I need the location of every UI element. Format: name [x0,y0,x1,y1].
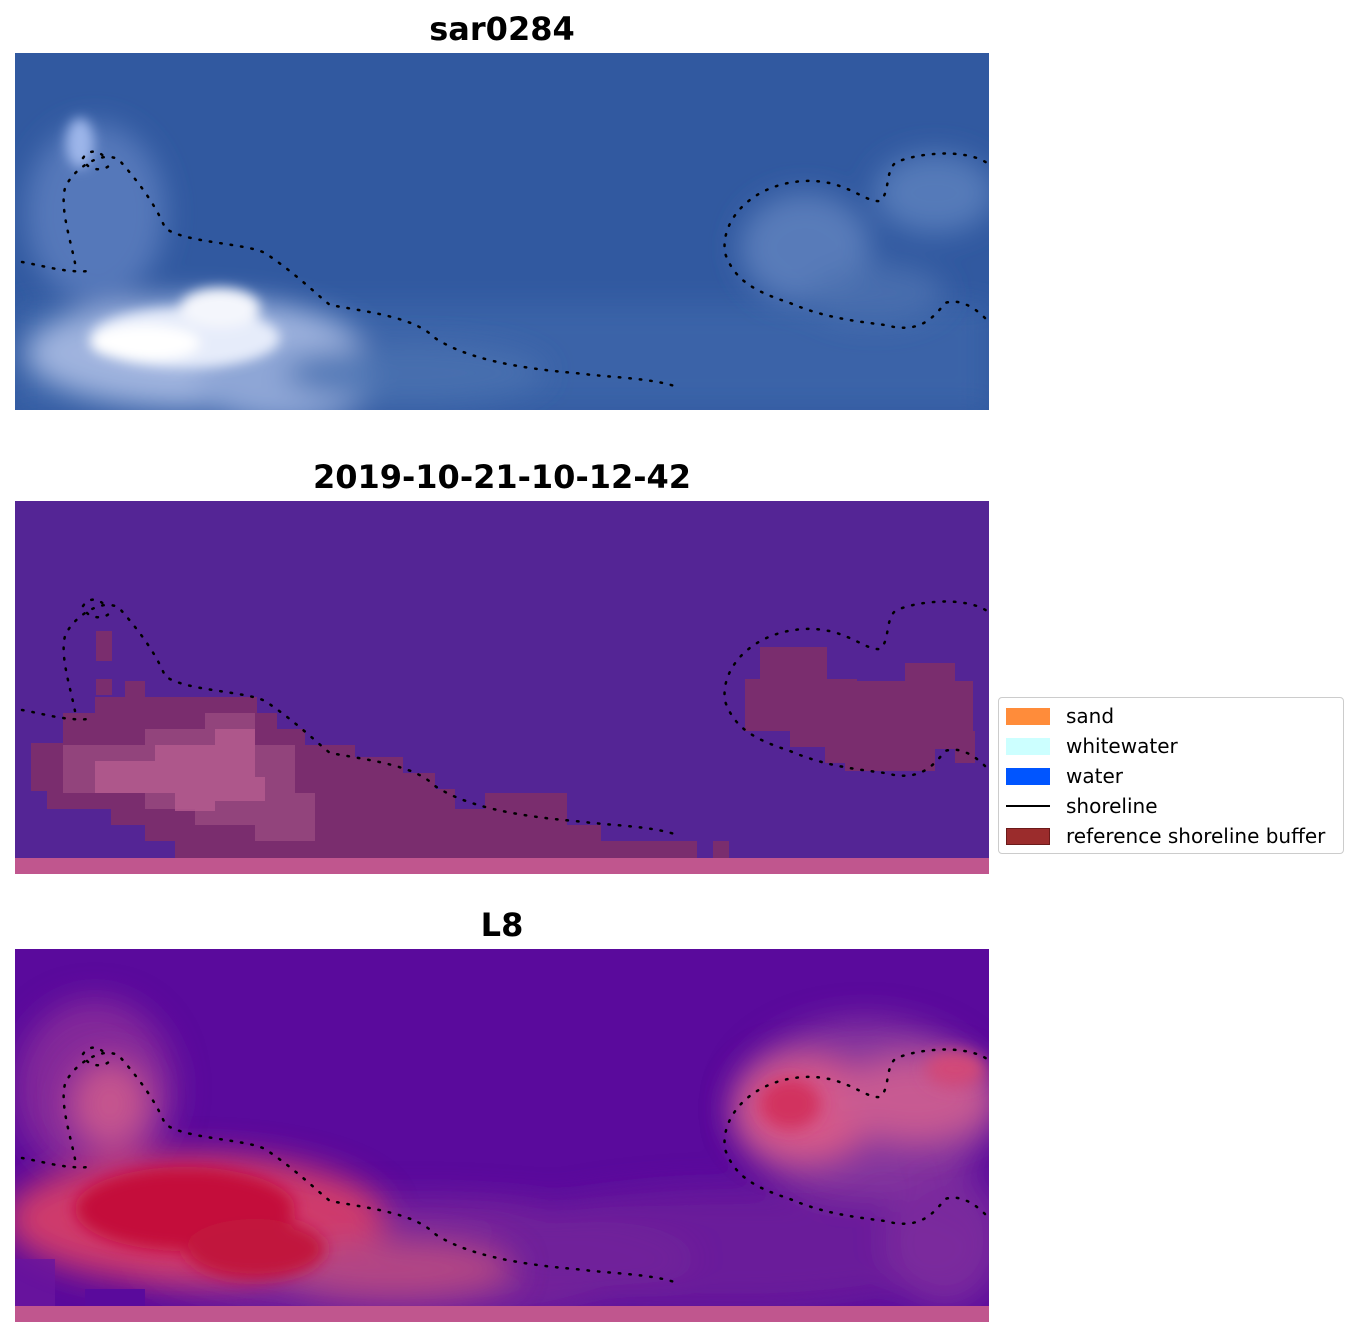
reference-buffer-right [745,647,975,771]
shoreline-right [723,1048,989,1226]
classified-image-panel [15,501,989,874]
shoreline-right [723,152,989,330]
legend-label-water: water [1066,764,1123,788]
index-image-panel [15,949,989,1322]
panel-title-classified: 2019-10-21-10-12-42 [312,458,692,496]
panel-title-rgb: sar0284 [429,10,575,48]
shoreline-right [723,600,989,778]
rgb-image-panel [15,53,989,410]
shoreline-left [20,1046,682,1286]
legend-item-whitewater: whitewater [1006,733,1178,759]
legend-swatch-sand [1006,707,1050,725]
panel-title-index: L8 [480,906,524,944]
legend-swatch-water [1006,767,1050,785]
legend-label-whitewater: whitewater [1066,734,1178,758]
legend: sand whitewater water shoreline referenc… [998,697,1344,854]
bottom-strip [15,858,989,874]
legend-label-reference-buffer: reference shoreline buffer [1066,824,1326,848]
legend-item-sand: sand [1006,703,1114,729]
legend-item-reference-buffer: reference shoreline buffer [1006,823,1325,849]
legend-item-water: water [1006,763,1123,789]
index-image [15,949,989,1322]
shoreline-left [20,598,682,838]
legend-label-shoreline: shoreline [1066,794,1158,818]
shoreline-left [20,150,682,390]
classified-image [15,501,989,874]
legend-label-sand: sand [1066,704,1115,728]
legend-swatch-reference-buffer [1006,827,1050,845]
legend-swatch-whitewater [1006,737,1050,755]
rgb-image [15,53,989,410]
bottom-strip [15,1306,989,1322]
legend-line-shoreline [1006,805,1050,807]
legend-item-shoreline: shoreline [1006,793,1158,819]
